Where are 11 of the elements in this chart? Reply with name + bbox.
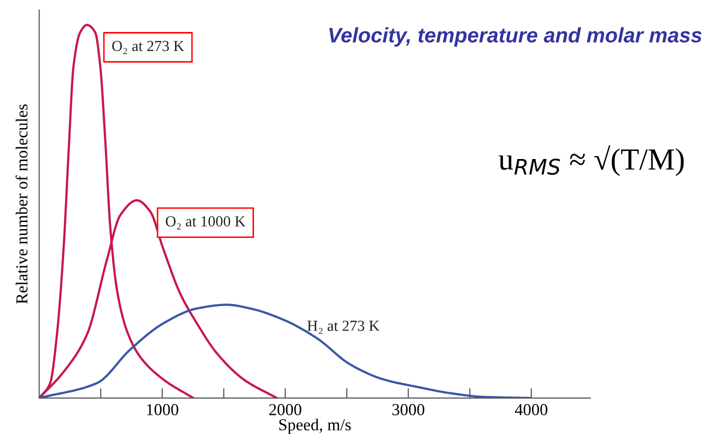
series-label: O₂ at 1000 K bbox=[166, 216, 246, 230]
y-axis-title: Relative number of molecules bbox=[16, 104, 28, 304]
chart-title: Velocity, temperature and molar mass bbox=[329, 27, 702, 47]
x-tick-label: 4000 bbox=[514, 404, 548, 416]
x-axis-title: Speed, m/s bbox=[279, 418, 351, 434]
series-label: O₂ at 273 K bbox=[112, 40, 184, 54]
x-tick-label: 3000 bbox=[392, 404, 424, 416]
annotation: u$_{RMS}$ ≈ √(T/M) bbox=[498, 145, 684, 176]
series-label: H₂ at 273 K bbox=[307, 320, 380, 334]
x-tick-label: 1000 bbox=[147, 404, 178, 416]
x-tick-label: 2000 bbox=[269, 404, 302, 416]
